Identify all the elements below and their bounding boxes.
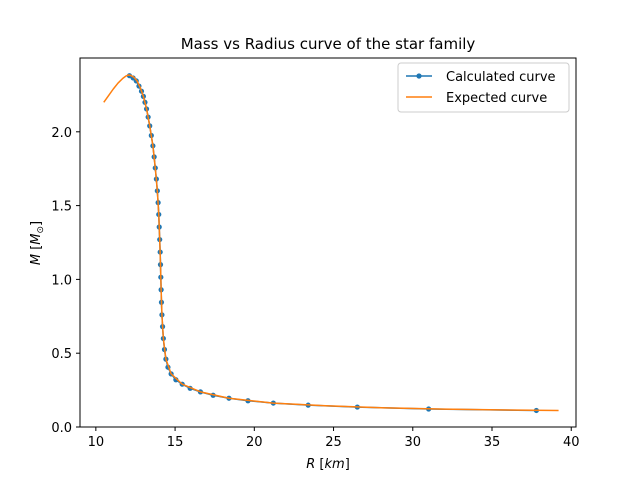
legend-box bbox=[397, 62, 570, 113]
legend-swatch-calculated-marker bbox=[416, 73, 422, 79]
y-tick-label: 0.0 bbox=[51, 421, 72, 436]
y-axis-label-var: M bbox=[29, 254, 44, 265]
y-axis-label-unit: M bbox=[29, 233, 44, 244]
axes-layer: 10 15 20 25 30 35 40 0.0 0.5 1.0 1.5 2.0 bbox=[51, 57, 580, 450]
x-tick-label: 10 bbox=[88, 435, 105, 450]
x-tick-label: 15 bbox=[167, 435, 184, 450]
x-tick-label: 25 bbox=[325, 435, 342, 450]
legend-entry-calculated: Calculated curve bbox=[406, 70, 556, 85]
series-layer bbox=[103, 73, 559, 414]
y-tick-label: 1.5 bbox=[51, 200, 72, 215]
series-1 bbox=[103, 74, 559, 412]
legend: Calculated curve Expected curve bbox=[397, 62, 570, 113]
series-line-1 bbox=[103, 74, 559, 412]
plot-area bbox=[80, 58, 576, 427]
legend-label-expected: Expected curve bbox=[446, 91, 547, 106]
axes-frame bbox=[79, 57, 577, 428]
y-tick-label: 1.0 bbox=[51, 273, 72, 288]
x-axis-label-var: R bbox=[306, 457, 315, 472]
data-point bbox=[173, 377, 179, 383]
x-tick-label: 20 bbox=[246, 435, 263, 450]
x-tick-label: 30 bbox=[405, 435, 422, 450]
legend-label-calculated: Calculated curve bbox=[446, 70, 556, 85]
y-axis-label-sub: ⊙ bbox=[36, 226, 46, 234]
y-tick-label: 2.0 bbox=[51, 126, 72, 141]
x-axis-label: R [km] bbox=[306, 457, 350, 472]
x-axis-label-unit: km bbox=[324, 457, 344, 472]
x-tick-label: 40 bbox=[563, 435, 580, 450]
chart-title: Mass vs Radius curve of the star family bbox=[181, 35, 476, 53]
x-tick-label: 35 bbox=[484, 435, 501, 450]
legend-entry-expected: Expected curve bbox=[406, 91, 547, 106]
y-tick-label: 0.5 bbox=[51, 347, 72, 362]
plot-background bbox=[80, 58, 576, 427]
